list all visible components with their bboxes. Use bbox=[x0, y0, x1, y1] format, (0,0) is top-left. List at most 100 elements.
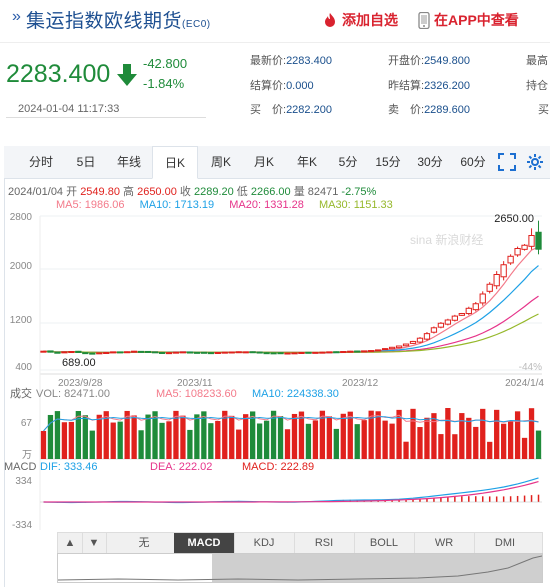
add-favorite-label: 添加自选 bbox=[342, 12, 398, 28]
volume-bar bbox=[61, 422, 68, 459]
volume-bar bbox=[152, 411, 158, 459]
percent-axis-label: -44% bbox=[519, 362, 542, 373]
candle-body bbox=[207, 352, 214, 355]
kline-chart[interactable]: sina 新浪财经 2800 2000 1200 400 -44% 2650.0… bbox=[4, 212, 550, 532]
volume-bar bbox=[305, 423, 312, 459]
candle-body bbox=[151, 351, 159, 354]
volume-title: 成交 bbox=[10, 386, 32, 400]
scroll-down-button[interactable]: ▼ bbox=[82, 533, 107, 553]
volume-bar bbox=[40, 430, 47, 459]
candle-body bbox=[277, 352, 284, 355]
indicator-tab-rsi[interactable]: RSI bbox=[294, 533, 355, 553]
candle-body bbox=[263, 352, 270, 355]
volume-bar bbox=[256, 423, 263, 459]
ma30-value: MA30: 1151.33 bbox=[318, 199, 393, 211]
candle-body bbox=[395, 345, 403, 349]
add-favorite-button[interactable]: 添加自选 bbox=[322, 10, 398, 30]
quote-cell: 卖 价:2289.600 bbox=[388, 104, 470, 116]
volume-bar bbox=[347, 411, 353, 459]
volume-bar bbox=[250, 411, 256, 459]
candle-body bbox=[375, 349, 382, 352]
macd-value: MACD: 222.89 bbox=[242, 461, 314, 473]
volume-bar bbox=[194, 414, 200, 459]
candle-body bbox=[242, 351, 249, 354]
indicator-tab-kdj[interactable]: KDJ bbox=[234, 533, 295, 553]
candle-body bbox=[117, 351, 124, 354]
tab-60min[interactable]: 60分 bbox=[460, 155, 486, 169]
candle-body bbox=[284, 352, 291, 355]
view-in-app-button[interactable]: 在APP中查看 bbox=[418, 10, 519, 30]
volume-bar bbox=[298, 411, 305, 459]
range-slider-selection[interactable] bbox=[212, 554, 542, 582]
sina-watermark: sina 新浪财经 bbox=[410, 232, 483, 247]
candle-body bbox=[472, 303, 479, 311]
tab-monthly-k[interactable]: 月K bbox=[253, 155, 274, 169]
range-slider-preview bbox=[58, 555, 542, 581]
phone-icon bbox=[418, 11, 430, 29]
candle-body bbox=[193, 351, 201, 354]
indicator-tab-dmi[interactable]: DMI bbox=[494, 537, 516, 549]
settings-gear-icon[interactable] bbox=[526, 153, 544, 171]
tab-30min[interactable]: 30分 bbox=[417, 155, 443, 169]
candle-body bbox=[340, 351, 347, 354]
title-text: 集运指数欧线期货 bbox=[26, 11, 183, 32]
macd-dif-line bbox=[43, 477, 539, 504]
candle-body bbox=[130, 350, 138, 353]
candle-body bbox=[479, 293, 486, 304]
quote-cell: 最新价:2283.400 bbox=[250, 55, 332, 67]
candle-body bbox=[458, 313, 465, 316]
volume-bar bbox=[229, 415, 235, 459]
quote-table: 最新价:2283.400 开盘价:2549.800 最高 结算价:0.000 昨… bbox=[250, 52, 550, 122]
vol-ma5: MA5: 108233.60 bbox=[156, 388, 237, 400]
volume-axis-bottom: 万 bbox=[22, 450, 32, 461]
tab-year-line[interactable]: 年线 bbox=[116, 155, 141, 169]
indicator-tab-boll[interactable]: BOLL bbox=[354, 533, 415, 553]
tab-5min[interactable]: 5分 bbox=[338, 155, 358, 169]
tab-15min[interactable]: 15分 bbox=[375, 155, 401, 169]
macd-axis-top: 334 bbox=[15, 476, 32, 487]
candle-body bbox=[179, 351, 187, 354]
volume-bar bbox=[291, 413, 298, 459]
macd-dea: DEA: 222.02 bbox=[150, 461, 212, 473]
ma5-value: MA5: 1986.06 bbox=[56, 199, 125, 211]
volume-bar bbox=[382, 420, 388, 459]
candle-body bbox=[507, 255, 514, 264]
tab-5day[interactable]: 5日 bbox=[76, 155, 96, 169]
candle-body bbox=[423, 333, 431, 340]
candle-body bbox=[82, 352, 89, 355]
candle-body bbox=[137, 350, 145, 353]
candle-body bbox=[61, 351, 68, 354]
candle-body bbox=[402, 343, 410, 347]
volume-bar bbox=[361, 420, 367, 459]
volume-bar bbox=[424, 417, 430, 459]
tab-daily-k[interactable]: 日K bbox=[152, 146, 198, 179]
max-price-label: 2650.00 bbox=[494, 213, 534, 225]
ma5-line bbox=[43, 246, 539, 354]
candle-body bbox=[270, 352, 277, 355]
view-in-app-label: 在APP中查看 bbox=[434, 12, 519, 28]
candle-body bbox=[347, 350, 354, 353]
fullscreen-icon[interactable] bbox=[498, 153, 516, 171]
scroll-up-button[interactable]: ▲ bbox=[58, 533, 83, 553]
candle-body bbox=[535, 231, 542, 250]
tab-yearly-k[interactable]: 年K bbox=[296, 155, 317, 169]
candle-body bbox=[361, 350, 368, 353]
candle-body bbox=[493, 274, 500, 287]
range-slider[interactable] bbox=[57, 553, 543, 583]
volume-bar bbox=[528, 408, 535, 459]
indicator-tab-wr[interactable]: WR bbox=[414, 533, 475, 553]
candle-body bbox=[47, 350, 54, 353]
volume-bar bbox=[145, 414, 151, 459]
price-block: 2283.400 -42.800 -1.84% 2024-01-04 11:17… bbox=[0, 46, 206, 124]
volume-bar bbox=[473, 426, 479, 459]
date-label: 2023/9/28 bbox=[58, 378, 103, 389]
volume-bar bbox=[180, 415, 186, 459]
volume-bar bbox=[487, 441, 493, 459]
candle-body bbox=[172, 351, 180, 354]
volume-bar bbox=[187, 429, 193, 459]
indicator-tab-none[interactable]: 无 bbox=[114, 533, 175, 553]
volume-ma10-line bbox=[43, 416, 539, 432]
indicator-tab-macd[interactable]: MACD bbox=[174, 533, 235, 553]
tab-weekly-k[interactable]: 周K bbox=[210, 155, 231, 169]
tab-timeshare[interactable]: 分时 bbox=[28, 155, 53, 169]
